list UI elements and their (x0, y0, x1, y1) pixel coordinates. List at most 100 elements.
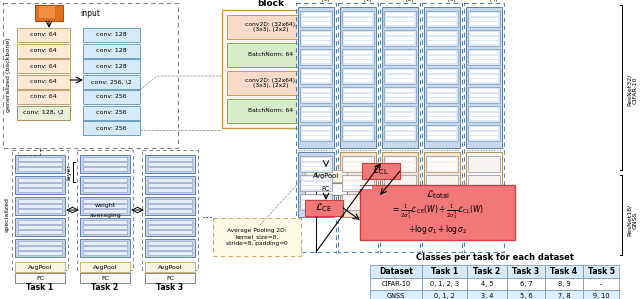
Bar (302, 22, 330, 25)
Bar (222, 10, 320, 128)
Bar (426, 11, 458, 27)
Bar (384, 68, 416, 84)
Bar (18, 162, 62, 166)
Bar (344, 70, 372, 73)
Bar (300, 68, 332, 84)
Bar (17, 28, 70, 42)
Bar (302, 79, 330, 82)
Bar (468, 49, 500, 65)
Text: Average Pooling 2D:
kernel_size=8,
stride=8, padding=0: Average Pooling 2D: kernel_size=8, strid… (226, 228, 288, 246)
Bar (300, 156, 332, 172)
Bar (344, 41, 372, 44)
Bar (302, 186, 330, 189)
Bar (302, 158, 330, 161)
Bar (344, 60, 372, 63)
Bar (386, 56, 414, 59)
Bar (15, 197, 65, 215)
Text: Classes per task for each dataset: Classes per task for each dataset (415, 254, 573, 263)
Bar (18, 241, 62, 245)
Bar (428, 108, 456, 111)
Bar (338, 3, 378, 252)
Bar (302, 162, 330, 166)
Bar (83, 74, 140, 89)
Bar (545, 278, 583, 290)
Bar (470, 56, 498, 59)
Bar (17, 90, 70, 104)
Bar (422, 265, 467, 278)
Bar (468, 106, 500, 122)
Text: block: block (257, 0, 285, 8)
Bar (470, 112, 498, 115)
Bar (300, 11, 332, 27)
Bar (384, 106, 416, 122)
Text: conv: 64: conv: 64 (30, 48, 57, 53)
Bar (344, 74, 372, 77)
Bar (15, 273, 65, 283)
Bar (18, 246, 62, 249)
Text: BatchNorm: 64: BatchNorm: 64 (248, 53, 294, 57)
Bar (305, 183, 347, 195)
Text: $\mathcal{L}_{\rm CE}$: $\mathcal{L}_{\rm CE}$ (316, 202, 333, 214)
Bar (382, 152, 418, 217)
Bar (342, 87, 374, 103)
Bar (468, 30, 500, 46)
Bar (148, 199, 192, 202)
Bar (428, 98, 456, 101)
Bar (382, 7, 418, 148)
Bar (467, 265, 507, 278)
Text: ResNet32/
CIFAR-10: ResNet32/ CIFAR-10 (627, 74, 637, 106)
Bar (18, 167, 62, 170)
Bar (83, 204, 127, 208)
Bar (470, 127, 498, 130)
Text: $+ \log\sigma_1 + \log\sigma_2$: $+ \log\sigma_1 + \log\sigma_2$ (408, 222, 467, 236)
Bar (18, 183, 62, 187)
Bar (148, 162, 192, 166)
Bar (470, 18, 498, 21)
Bar (386, 51, 414, 54)
Bar (470, 98, 498, 101)
Bar (83, 178, 127, 181)
Bar (344, 13, 372, 16)
Bar (148, 183, 192, 187)
Text: conv2D: (32x64),
(3x3), (2x2): conv2D: (32x64), (3x3), (2x2) (245, 22, 297, 32)
Text: conv: 64: conv: 64 (30, 94, 57, 100)
Bar (342, 11, 374, 27)
Text: conv: 64: conv: 64 (30, 79, 57, 84)
Bar (468, 11, 500, 27)
Text: BatchNorm: 64: BatchNorm: 64 (248, 109, 294, 114)
Bar (428, 32, 456, 35)
Bar (300, 49, 332, 65)
Bar (298, 7, 334, 148)
Bar (18, 199, 62, 202)
Bar (148, 225, 192, 228)
Bar (428, 74, 456, 77)
Bar (370, 278, 422, 290)
Bar (342, 125, 374, 141)
Bar (384, 194, 416, 210)
Text: 0, 1, 2: 0, 1, 2 (434, 293, 455, 299)
Bar (545, 265, 583, 278)
Bar (300, 125, 332, 141)
Bar (80, 197, 130, 215)
Bar (300, 87, 332, 103)
Bar (426, 30, 458, 46)
Bar (470, 74, 498, 77)
Bar (428, 162, 456, 166)
Bar (470, 32, 498, 35)
Bar (15, 176, 65, 194)
Text: Task 3: Task 3 (156, 283, 184, 292)
Bar (145, 239, 195, 257)
Bar (302, 205, 330, 208)
Text: conv: 64: conv: 64 (30, 63, 57, 68)
Bar (466, 152, 502, 217)
Text: -: - (600, 281, 602, 287)
Bar (80, 262, 130, 272)
Bar (302, 177, 330, 180)
Bar (344, 186, 372, 189)
Bar (464, 3, 504, 252)
Bar (342, 49, 374, 65)
Bar (344, 51, 372, 54)
Text: $\mathcal{L}_{\rm CL}$: $\mathcal{L}_{\rm CL}$ (372, 165, 390, 177)
Bar (227, 99, 315, 123)
Text: Task 4: Task 4 (550, 267, 577, 276)
